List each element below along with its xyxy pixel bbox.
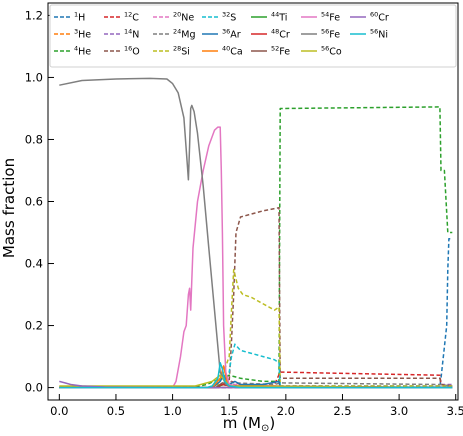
legend-label: 60Cr <box>370 11 389 24</box>
legend-label: 52Fe <box>271 45 290 58</box>
series-line-16O <box>59 206 453 389</box>
series-line-32S <box>59 343 453 389</box>
series-line-54Fe <box>59 126 453 389</box>
legend-label: 56Fe <box>321 28 340 41</box>
series-layer <box>59 77 453 389</box>
y-tick-label: 0.4 <box>25 257 43 271</box>
legend-label: 36Ar <box>222 28 241 41</box>
y-tick-label: 1.2 <box>25 8 43 22</box>
x-tick-label: 1.0 <box>163 404 181 418</box>
x-axis-ticks: 0.0 0.5 1.0 1.5 2.0 2.5 3.0 3.5 <box>50 394 463 418</box>
y-tick-label: 1.0 <box>25 70 43 84</box>
legend-label: 44Ti <box>271 11 287 24</box>
x-tick-label: 2.0 <box>277 404 295 418</box>
y-tick-label: 0.0 <box>25 381 43 395</box>
series-line-24Mg <box>59 380 453 389</box>
legend-label: 24Mg <box>173 28 196 41</box>
legend-label: 32S <box>222 11 236 24</box>
legend: 1H 3He 4He 12C 14N 16O 20Ne 24Mg 28Si 32S 36Ar 40Ca… <box>49 4 457 68</box>
legend-label: 56Co <box>321 45 342 58</box>
legend-label: 4He <box>74 45 91 58</box>
y-tick-label: 0.8 <box>25 132 43 146</box>
x-tick-label: 3.5 <box>447 404 463 418</box>
legend-label: 12C <box>124 11 139 24</box>
series-line-1H <box>59 237 453 389</box>
series-line-28Si <box>59 268 453 389</box>
legend-label: 48Cr <box>271 28 290 41</box>
legend-label: 16O <box>124 45 140 58</box>
y-axis-title: Mass fraction <box>0 158 18 258</box>
legend-label: 14N <box>124 28 139 41</box>
legend-label: 56Ni <box>370 28 388 41</box>
x-tick-label: 2.5 <box>333 404 351 418</box>
x-tick-label: 0.0 <box>50 404 68 418</box>
series-line-56Ni <box>59 362 453 389</box>
legend-label: 28Si <box>173 45 190 58</box>
legend-label: 40Ca <box>222 45 243 58</box>
legend-label: 1H <box>74 11 85 24</box>
legend-label: 20Ne <box>173 11 194 24</box>
series-line-36Ar <box>59 374 453 389</box>
x-tick-label: 0.5 <box>107 404 125 418</box>
legend-label: 54Fe <box>321 11 340 24</box>
x-axis-title: m (M⊙) <box>223 414 275 434</box>
y-tick-label: 0.6 <box>25 195 43 209</box>
x-tick-label: 1.5 <box>220 404 238 418</box>
y-axis-ticks: 0.0 0.2 0.4 0.6 0.8 1.0 1.2 <box>25 8 54 395</box>
legend-box <box>49 4 457 68</box>
y-tick-label: 0.2 <box>25 319 43 333</box>
series-line-4He <box>59 106 453 389</box>
x-tick-label: 3.0 <box>390 404 408 418</box>
legend-label: 3He <box>74 28 91 41</box>
series-line-56Fe <box>59 77 453 389</box>
